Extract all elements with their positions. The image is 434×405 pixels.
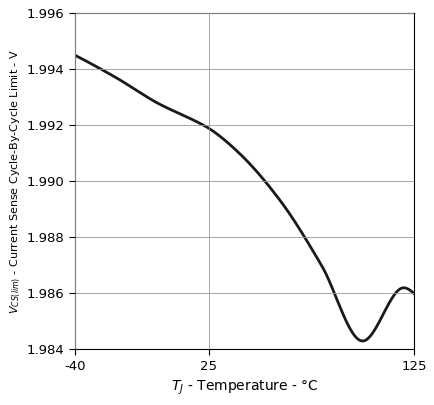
Y-axis label: $V_{CS(lim)}$ - Current Sense Cycle-By-Cycle Limit - V: $V_{CS(lim)}$ - Current Sense Cycle-By-C… xyxy=(8,49,23,314)
X-axis label: $T_J$ - Temperature - °C: $T_J$ - Temperature - °C xyxy=(170,378,318,396)
